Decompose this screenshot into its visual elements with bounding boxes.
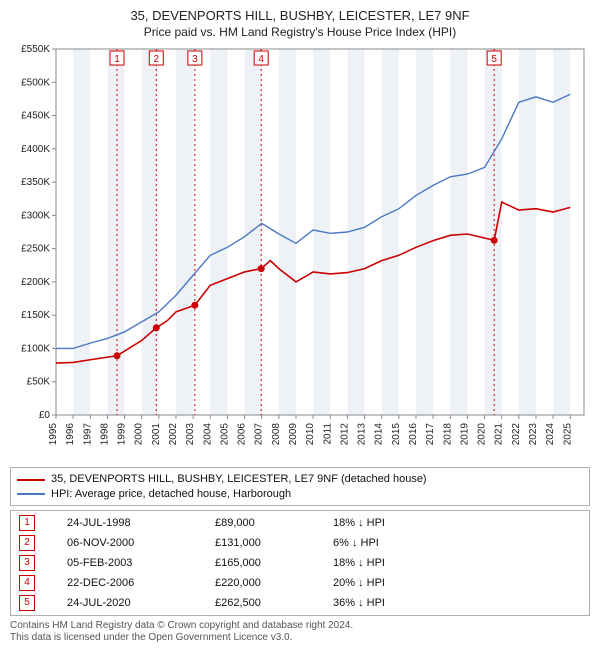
footer: Contains HM Land Registry data © Crown c… bbox=[10, 620, 590, 644]
svg-text:2020: 2020 bbox=[477, 423, 488, 446]
svg-text:1: 1 bbox=[114, 54, 120, 65]
sale-price: £220,000 bbox=[211, 573, 329, 593]
svg-text:2008: 2008 bbox=[271, 423, 282, 446]
sale-price: £89,000 bbox=[211, 513, 329, 533]
svg-text:2015: 2015 bbox=[391, 423, 402, 446]
svg-text:2021: 2021 bbox=[494, 423, 505, 446]
svg-text:3: 3 bbox=[192, 54, 198, 65]
table-row: 4 22-DEC-2006£220,00020% ↓ HPI bbox=[15, 573, 585, 593]
table-row: 1 24-JUL-1998£89,00018% ↓ HPI bbox=[15, 513, 585, 533]
sale-badge: 1 bbox=[19, 515, 35, 531]
sale-delta: 36% ↓ HPI bbox=[329, 593, 585, 613]
svg-text:£0: £0 bbox=[39, 410, 51, 421]
sale-date: 06-NOV-2000 bbox=[63, 533, 211, 553]
svg-text:2023: 2023 bbox=[528, 423, 539, 446]
svg-text:1997: 1997 bbox=[82, 423, 93, 446]
svg-text:1996: 1996 bbox=[65, 423, 76, 446]
svg-text:2016: 2016 bbox=[408, 423, 419, 446]
svg-text:2011: 2011 bbox=[322, 423, 333, 445]
svg-text:2024: 2024 bbox=[545, 423, 556, 446]
chart-titles: 35, DEVENPORTS HILL, BUSHBY, LEICESTER, … bbox=[10, 8, 590, 43]
svg-text:£200K: £200K bbox=[21, 277, 50, 288]
svg-text:1998: 1998 bbox=[99, 423, 110, 446]
svg-text:2014: 2014 bbox=[374, 423, 385, 446]
svg-text:£300K: £300K bbox=[21, 210, 50, 221]
sale-delta: 6% ↓ HPI bbox=[329, 533, 585, 553]
sale-date: 24-JUL-1998 bbox=[63, 513, 211, 533]
svg-text:2005: 2005 bbox=[219, 423, 230, 446]
svg-text:2018: 2018 bbox=[442, 423, 453, 446]
sale-price: £262,500 bbox=[211, 593, 329, 613]
legend-swatch bbox=[17, 479, 45, 481]
svg-text:£350K: £350K bbox=[21, 177, 50, 188]
sales-table: 1 24-JUL-1998£89,00018% ↓ HPI 2 06-NOV-2000… bbox=[10, 510, 590, 616]
svg-text:2019: 2019 bbox=[459, 423, 470, 446]
page: 35, DEVENPORTS HILL, BUSHBY, LEICESTER, … bbox=[0, 0, 600, 650]
sale-badge: 2 bbox=[19, 535, 35, 551]
sale-price: £165,000 bbox=[211, 553, 329, 573]
footer-line: This data is licensed under the Open Gov… bbox=[10, 632, 590, 644]
svg-text:2012: 2012 bbox=[339, 423, 350, 446]
legend-swatch bbox=[17, 493, 45, 495]
svg-text:2000: 2000 bbox=[134, 423, 145, 446]
svg-text:2006: 2006 bbox=[237, 423, 248, 446]
sale-delta: 20% ↓ HPI bbox=[329, 573, 585, 593]
legend: 35, DEVENPORTS HILL, BUSHBY, LEICESTER, … bbox=[10, 467, 590, 506]
svg-text:2017: 2017 bbox=[425, 423, 436, 446]
svg-text:2007: 2007 bbox=[254, 423, 265, 446]
table-row: 3 05-FEB-2003£165,00018% ↓ HPI bbox=[15, 553, 585, 573]
sale-price: £131,000 bbox=[211, 533, 329, 553]
footer-line: Contains HM Land Registry data © Crown c… bbox=[10, 620, 590, 632]
svg-text:2003: 2003 bbox=[185, 423, 196, 446]
legend-label: 35, DEVENPORTS HILL, BUSHBY, LEICESTER, … bbox=[51, 472, 427, 486]
sale-date: 22-DEC-2006 bbox=[63, 573, 211, 593]
sale-badge: 4 bbox=[19, 575, 35, 591]
legend-item: HPI: Average price, detached house, Harb… bbox=[17, 487, 583, 501]
line-chart: £0 £50K £100K £150K £200K £250K £300K £350K £400… bbox=[10, 43, 590, 453]
legend-label: HPI: Average price, detached house, Harb… bbox=[51, 487, 291, 501]
svg-text:£100K: £100K bbox=[21, 343, 50, 354]
svg-text:£550K: £550K bbox=[21, 44, 50, 55]
svg-text:2010: 2010 bbox=[305, 423, 316, 446]
svg-text:2022: 2022 bbox=[511, 423, 522, 446]
sale-badge: 3 bbox=[19, 555, 35, 571]
legend-item: 35, DEVENPORTS HILL, BUSHBY, LEICESTER, … bbox=[17, 472, 583, 486]
title-address: 35, DEVENPORTS HILL, BUSHBY, LEICESTER, … bbox=[10, 8, 590, 23]
sale-badge: 5 bbox=[19, 595, 35, 611]
svg-text:5: 5 bbox=[491, 54, 497, 65]
svg-text:2: 2 bbox=[154, 54, 160, 65]
sale-date: 24-JUL-2020 bbox=[63, 593, 211, 613]
svg-text:2001: 2001 bbox=[151, 423, 162, 446]
svg-text:2013: 2013 bbox=[357, 423, 368, 446]
table-row: 2 06-NOV-2000£131,0006% ↓ HPI bbox=[15, 533, 585, 553]
svg-text:£50K: £50K bbox=[27, 377, 51, 388]
title-subtitle: Price paid vs. HM Land Registry's House … bbox=[10, 25, 590, 39]
svg-text:4: 4 bbox=[258, 54, 264, 65]
svg-text:2025: 2025 bbox=[562, 423, 573, 446]
sale-delta: 18% ↓ HPI bbox=[329, 513, 585, 533]
sale-date: 05-FEB-2003 bbox=[63, 553, 211, 573]
svg-text:£500K: £500K bbox=[21, 77, 50, 88]
svg-text:1999: 1999 bbox=[117, 423, 128, 446]
svg-text:£400K: £400K bbox=[21, 144, 50, 155]
svg-text:2009: 2009 bbox=[288, 423, 299, 446]
svg-text:£450K: £450K bbox=[21, 111, 50, 122]
chart-area: £0 £50K £100K £150K £200K £250K £300K £350K £400… bbox=[10, 43, 590, 463]
sale-delta: 18% ↓ HPI bbox=[329, 553, 585, 573]
svg-text:£250K: £250K bbox=[21, 244, 50, 255]
svg-text:1995: 1995 bbox=[48, 423, 59, 446]
svg-text:2004: 2004 bbox=[202, 423, 213, 446]
svg-text:2002: 2002 bbox=[168, 423, 179, 446]
table-row: 5 24-JUL-2020£262,50036% ↓ HPI bbox=[15, 593, 585, 613]
svg-text:£150K: £150K bbox=[21, 310, 50, 321]
